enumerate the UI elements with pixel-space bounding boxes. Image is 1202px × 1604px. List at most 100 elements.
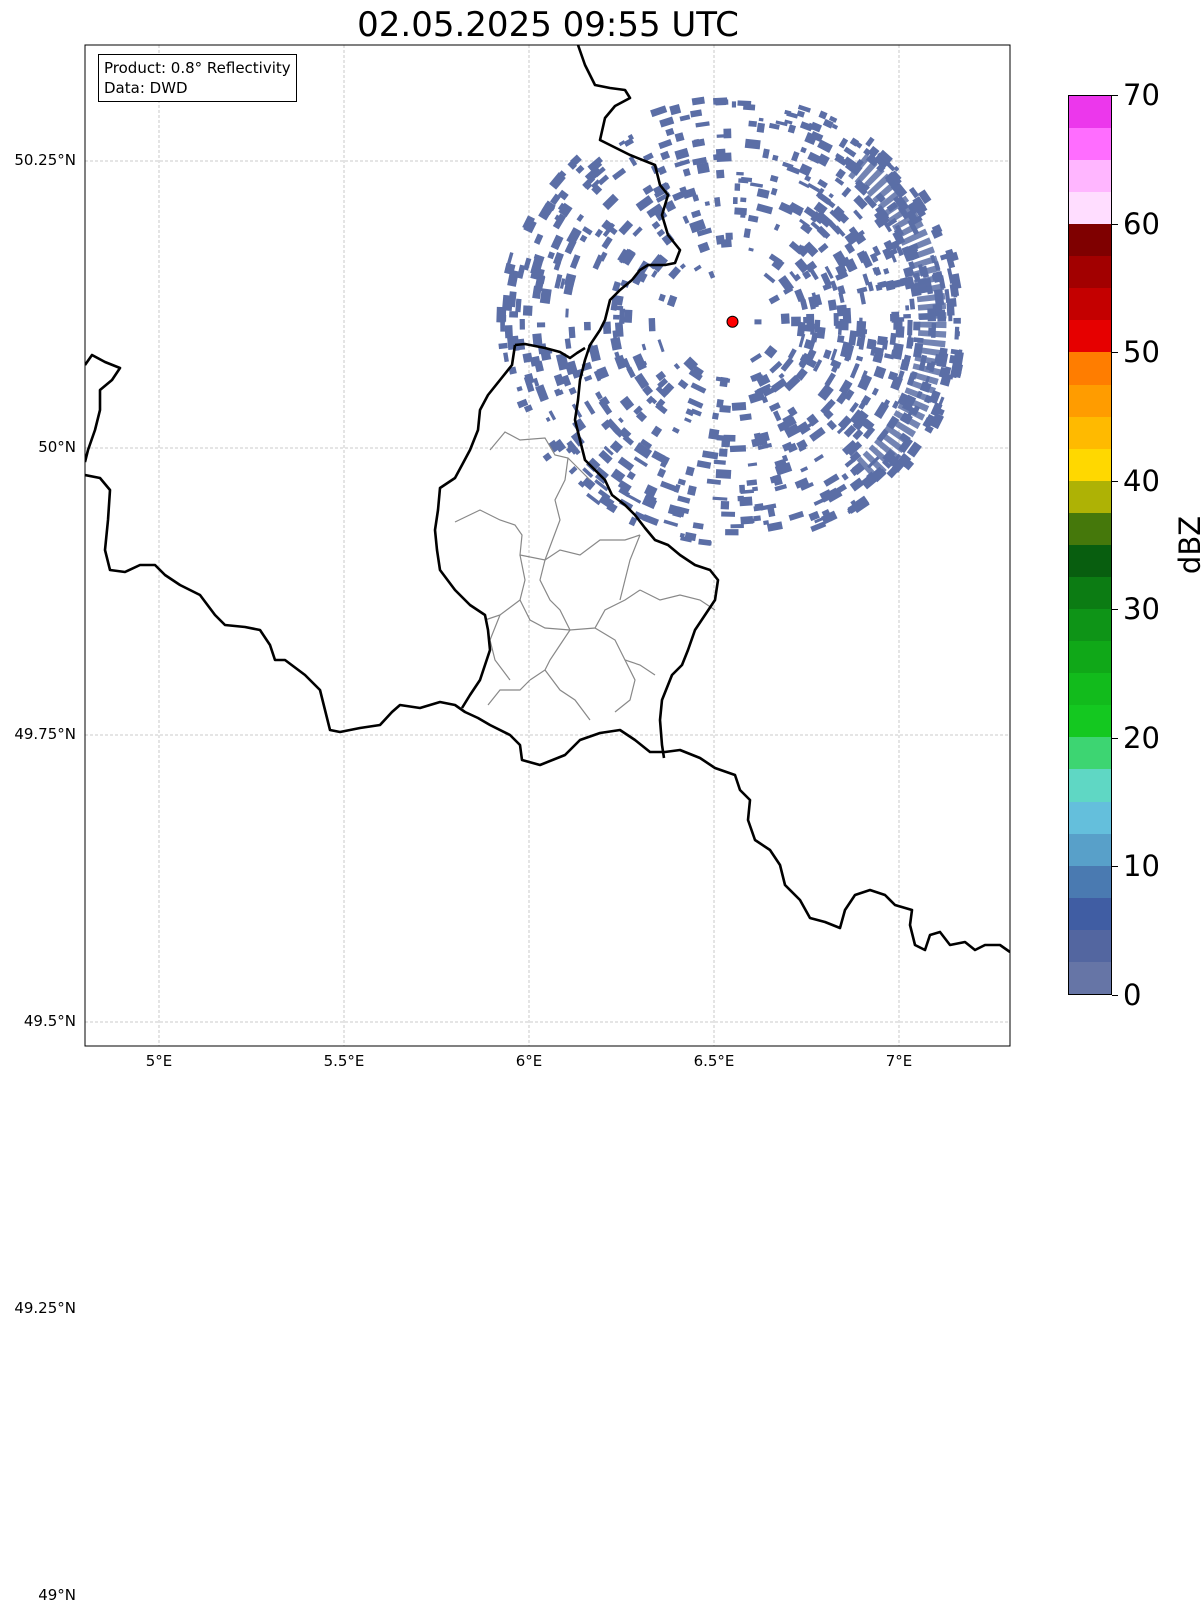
echo-cell bbox=[906, 441, 922, 458]
colorbar-segment bbox=[1069, 673, 1111, 706]
echo-cell bbox=[526, 216, 535, 225]
echo-cell bbox=[835, 274, 842, 281]
echo-cell bbox=[685, 466, 695, 477]
echo-cell bbox=[855, 355, 864, 362]
echo-cell bbox=[807, 182, 821, 193]
echo-cell bbox=[810, 521, 827, 532]
echo-cell bbox=[568, 386, 577, 395]
echo-cell bbox=[787, 348, 797, 360]
echo-cell bbox=[554, 274, 563, 289]
colorbar-segment bbox=[1069, 576, 1111, 610]
echo-cell bbox=[809, 426, 826, 442]
colorbar-tick bbox=[1112, 866, 1118, 868]
echo-cell bbox=[822, 118, 834, 129]
echo-cell bbox=[756, 188, 770, 199]
echo-cell bbox=[691, 209, 702, 219]
echo-cell bbox=[756, 122, 765, 133]
echo-cell bbox=[615, 305, 624, 311]
echo-cell bbox=[750, 371, 763, 382]
echo-cell bbox=[693, 138, 700, 147]
echo-cell bbox=[650, 425, 663, 438]
echo-cell bbox=[582, 226, 593, 236]
echo-cell bbox=[823, 409, 834, 420]
echo-cell bbox=[912, 196, 928, 214]
echo-cell bbox=[641, 495, 658, 510]
echo-cell bbox=[877, 152, 890, 164]
echo-cell bbox=[614, 351, 622, 363]
echo-cell bbox=[673, 483, 681, 494]
echo-cell bbox=[567, 440, 581, 456]
echo-cell bbox=[796, 439, 808, 451]
echo-cell bbox=[688, 368, 703, 381]
echo-cell bbox=[662, 382, 675, 395]
lat-tick-label: 49.75°N bbox=[14, 725, 76, 743]
colorbar-tick-label: 70 bbox=[1123, 78, 1160, 112]
colorbar-segment bbox=[1069, 641, 1111, 674]
echo-cell bbox=[651, 450, 666, 463]
echo-cell bbox=[848, 330, 858, 346]
echo-cell bbox=[553, 251, 564, 266]
echo-cell bbox=[683, 356, 699, 372]
echo-cell bbox=[545, 416, 551, 423]
echo-cell bbox=[584, 400, 596, 415]
echo-cell bbox=[567, 160, 578, 170]
echo-cell bbox=[632, 353, 647, 371]
echo-cell bbox=[504, 325, 513, 339]
echo-cell bbox=[535, 384, 549, 402]
echo-cell bbox=[849, 137, 860, 147]
echo-cell bbox=[868, 200, 875, 208]
echo-cell bbox=[824, 372, 836, 387]
colorbar-segment bbox=[1069, 929, 1111, 962]
echo-cell bbox=[539, 288, 552, 305]
echo-cell bbox=[874, 209, 890, 227]
echo-cell bbox=[646, 395, 655, 405]
echo-cell bbox=[770, 187, 778, 196]
echo-cell bbox=[626, 366, 636, 379]
echo-cell bbox=[846, 441, 863, 457]
echo-cell bbox=[756, 373, 771, 387]
echo-cell bbox=[509, 311, 519, 318]
echo-cell bbox=[729, 445, 747, 453]
echo-cell bbox=[614, 322, 624, 338]
echo-cell bbox=[638, 272, 648, 283]
echo-cell bbox=[774, 461, 793, 476]
echo-cell bbox=[804, 175, 812, 182]
echo-cell bbox=[957, 349, 963, 362]
echo-cell bbox=[650, 105, 668, 118]
echo-cell bbox=[679, 114, 691, 122]
echo-cell bbox=[651, 270, 658, 278]
echo-cell bbox=[757, 442, 773, 451]
echo-cell bbox=[594, 466, 609, 480]
echo-cell bbox=[813, 201, 828, 216]
echo-cell bbox=[656, 468, 667, 478]
echo-cell bbox=[823, 398, 836, 413]
echo-cell bbox=[831, 123, 839, 130]
echo-cell bbox=[823, 473, 840, 487]
echo-cell bbox=[673, 362, 681, 370]
echo-cell bbox=[901, 354, 912, 371]
echo-cell bbox=[780, 313, 790, 324]
echo-cell bbox=[862, 426, 876, 440]
echo-cell bbox=[590, 179, 601, 189]
echo-cell bbox=[690, 408, 702, 417]
echo-cell bbox=[953, 317, 961, 324]
echo-cell bbox=[828, 115, 838, 123]
echo-cell bbox=[794, 477, 810, 489]
echo-cell bbox=[826, 419, 837, 431]
echo-cell bbox=[748, 247, 754, 252]
echo-cell bbox=[946, 298, 957, 308]
echo-cell bbox=[772, 410, 782, 422]
echo-cell bbox=[680, 535, 693, 543]
colorbar-tick-label: 30 bbox=[1123, 592, 1160, 627]
echo-cell bbox=[642, 152, 654, 162]
echo-cell bbox=[770, 377, 788, 393]
echo-cell bbox=[935, 407, 945, 416]
echo-cell bbox=[619, 308, 626, 324]
colorbar-tick bbox=[1112, 480, 1118, 482]
echo-cell bbox=[557, 189, 569, 201]
colorbar-segment bbox=[1069, 480, 1111, 513]
echo-cell bbox=[725, 529, 739, 536]
echo-cell bbox=[883, 239, 895, 252]
echo-cell bbox=[835, 168, 846, 180]
echo-cell bbox=[849, 467, 859, 477]
